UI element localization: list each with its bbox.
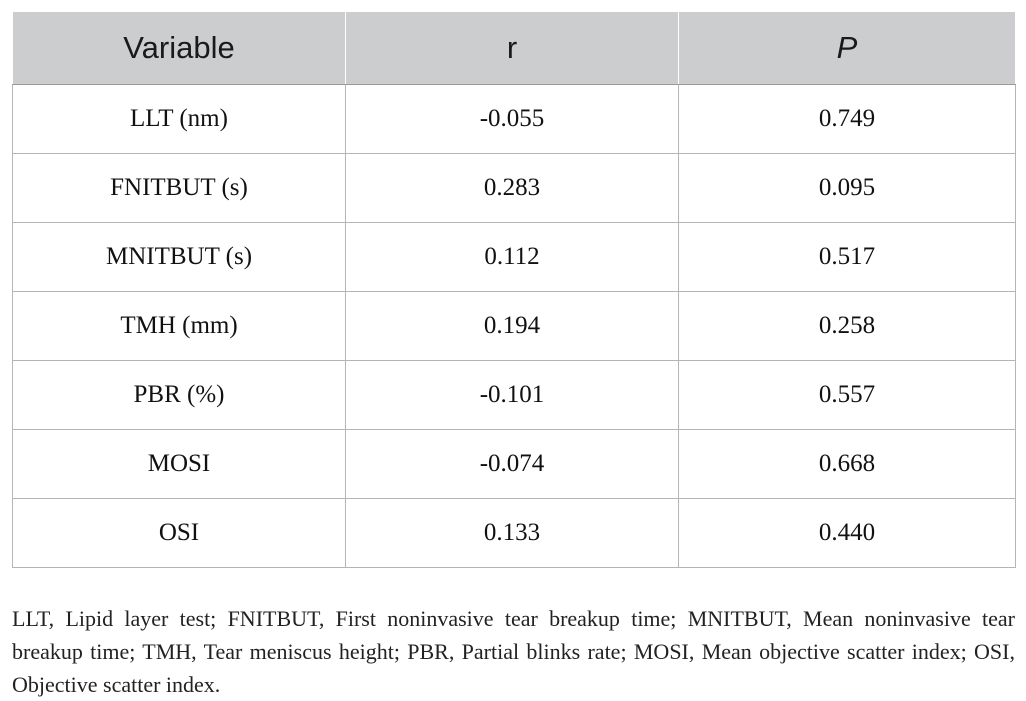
cell-p: 0.440 — [678, 498, 1016, 568]
cell-p: 0.557 — [678, 360, 1016, 430]
table-row: FNITBUT (s) 0.283 0.095 — [12, 153, 1016, 223]
correlation-table: Variable r P LLT (nm) -0.055 0.749 FNITB… — [12, 11, 1016, 568]
cell-p: 0.517 — [678, 222, 1016, 292]
cell-variable: PBR (%) — [12, 360, 346, 430]
table-row: PBR (%) -0.101 0.557 — [12, 360, 1016, 430]
cell-p: 0.095 — [678, 153, 1016, 223]
cell-variable: LLT (nm) — [12, 84, 346, 154]
table-footnote: LLT, Lipid layer test; FNITBUT, First no… — [12, 606, 1015, 697]
cell-r: -0.055 — [345, 84, 679, 154]
header-p: P — [678, 11, 1016, 85]
table-body: LLT (nm) -0.055 0.749 FNITBUT (s) 0.283 … — [12, 84, 1016, 568]
table-row: MOSI -0.074 0.668 — [12, 429, 1016, 499]
header-row: Variable r P — [12, 11, 1016, 85]
cell-r: 0.194 — [345, 291, 679, 361]
cell-r: 0.133 — [345, 498, 679, 568]
table-row: OSI 0.133 0.440 — [12, 498, 1016, 568]
cell-r: -0.101 — [345, 360, 679, 430]
cell-p: 0.668 — [678, 429, 1016, 499]
cell-r: 0.112 — [345, 222, 679, 292]
header-r: r — [345, 11, 679, 85]
cell-r: -0.074 — [345, 429, 679, 499]
cell-variable: FNITBUT (s) — [12, 153, 346, 223]
cell-variable: MNITBUT (s) — [12, 222, 346, 292]
cell-variable: OSI — [12, 498, 346, 568]
cell-p: 0.749 — [678, 84, 1016, 154]
cell-p: 0.258 — [678, 291, 1016, 361]
cell-variable: MOSI — [12, 429, 346, 499]
table-row: LLT (nm) -0.055 0.749 — [12, 84, 1016, 154]
correlation-table-container: Variable r P LLT (nm) -0.055 0.749 FNITB… — [12, 11, 1016, 568]
header-variable: Variable — [12, 11, 346, 85]
table-header: Variable r P — [12, 11, 1016, 85]
table-row: TMH (mm) 0.194 0.258 — [12, 291, 1016, 361]
cell-r: 0.283 — [345, 153, 679, 223]
cell-variable: TMH (mm) — [12, 291, 346, 361]
table-row: MNITBUT (s) 0.112 0.517 — [12, 222, 1016, 292]
